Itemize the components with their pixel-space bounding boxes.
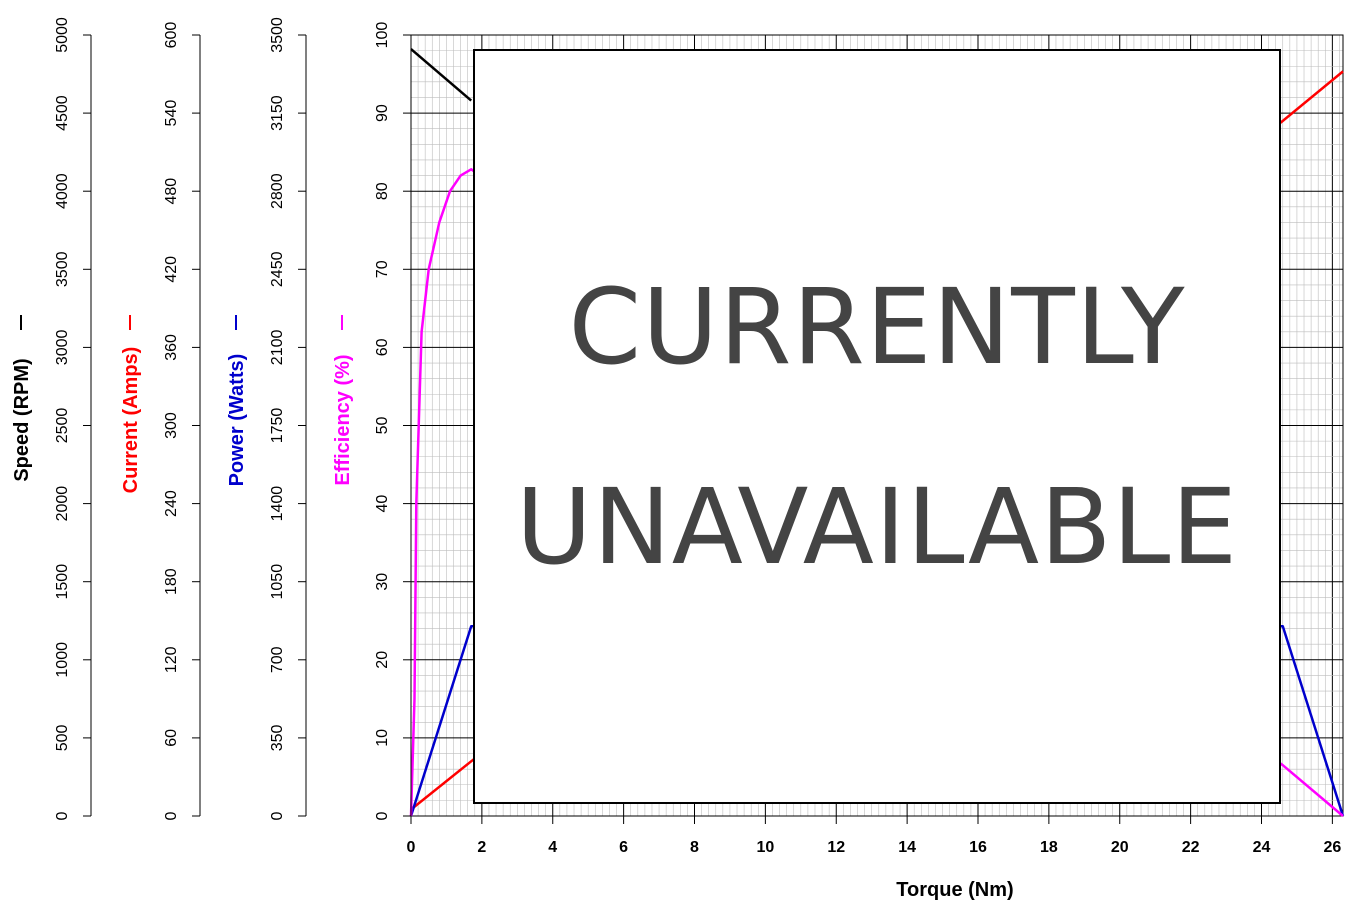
y-tick-label: 3500 [54, 251, 71, 287]
x-tick-label: 16 [969, 839, 987, 856]
y-tick-label: 2100 [269, 330, 286, 366]
y-tick-label: 4500 [54, 95, 71, 131]
x-tick-label: 24 [1253, 839, 1271, 856]
x-axis: 0 2 4 6 8 10 12 14 16 18 20 22 24 26 [407, 816, 1341, 856]
y-tick-label: 420 [163, 256, 180, 283]
y-tick-label: 540 [163, 100, 180, 127]
y-axis-title-2: Power (Watts) [226, 354, 248, 487]
y-tick-label: 0 [163, 811, 180, 820]
y-tick-label: 1400 [269, 486, 286, 522]
y-tick-label: 2450 [269, 251, 286, 287]
y-tick-label: 1050 [269, 564, 286, 600]
y-tick-label: 100 [374, 22, 391, 49]
y-tick-label: 3500 [269, 17, 286, 53]
y-tick-label: 60 [374, 338, 391, 356]
y-tick-label: 240 [163, 490, 180, 517]
y-tick-label: 120 [163, 646, 180, 673]
x-tick-label: 8 [690, 839, 699, 856]
y-axis-title-3: Efficiency (%) [332, 354, 354, 485]
x-tick-label: 22 [1182, 839, 1200, 856]
y-tick-label: 70 [374, 260, 391, 278]
y-tick-label: 360 [163, 334, 180, 361]
x-tick-label: 10 [756, 839, 774, 856]
y-tick-label: 1000 [54, 642, 71, 678]
y-tick-label: 700 [269, 646, 286, 673]
y-tick-label: 0 [374, 811, 391, 820]
x-tick-label: 12 [827, 839, 845, 856]
y-tick-label: 500 [54, 724, 71, 751]
y-tick-label: 80 [374, 182, 391, 200]
y-tick-label: 1500 [54, 564, 71, 600]
y-tick-label: 2500 [54, 408, 71, 444]
x-tick-label: 4 [548, 839, 557, 856]
y-tick-label: 90 [374, 104, 391, 122]
y-axes: 0500100015002000250030003500400045005000… [11, 17, 412, 820]
x-tick-label: 20 [1111, 839, 1129, 856]
y-tick-label: 180 [163, 568, 180, 595]
y-tick-label: 480 [163, 178, 180, 205]
y-tick-label: 0 [54, 811, 71, 820]
y-tick-label: 30 [374, 573, 391, 591]
y-tick-label: 2800 [269, 173, 286, 209]
x-tick-label: 18 [1040, 839, 1058, 856]
y-tick-label: 2000 [54, 486, 71, 522]
y-tick-label: 5000 [54, 17, 71, 53]
y-tick-label: 3000 [54, 330, 71, 366]
y-tick-label: 600 [163, 22, 180, 49]
y-axis-title-1: Current (Amps) [120, 347, 142, 494]
y-tick-label: 50 [374, 417, 391, 435]
y-tick-label: 40 [374, 495, 391, 513]
y-tick-label: 10 [374, 729, 391, 747]
y-tick-label: 3150 [269, 95, 286, 131]
y-tick-label: 0 [269, 811, 286, 820]
x-tick-label: 26 [1323, 839, 1341, 856]
unavailable-overlay: CURRENTLY UNAVAILABLE [473, 49, 1281, 804]
x-tick-label: 14 [898, 839, 916, 856]
y-axis-title-0: Speed (RPM) [11, 358, 33, 481]
y-tick-label: 4000 [54, 173, 71, 209]
series-line-0 [410, 48, 473, 102]
overlay-line-1: CURRENTLY [568, 265, 1186, 388]
x-tick-label: 0 [407, 839, 416, 856]
x-tick-label: 6 [619, 839, 628, 856]
y-tick-label: 1750 [269, 408, 286, 444]
y-tick-label: 20 [374, 651, 391, 669]
y-tick-label: 350 [269, 724, 286, 751]
y-tick-label: 300 [163, 412, 180, 439]
x-axis-title: Torque (Nm) [896, 879, 1013, 901]
y-tick-label: 60 [163, 729, 180, 747]
overlay-line-2: UNAVAILABLE [515, 465, 1239, 588]
x-tick-label: 2 [477, 839, 486, 856]
